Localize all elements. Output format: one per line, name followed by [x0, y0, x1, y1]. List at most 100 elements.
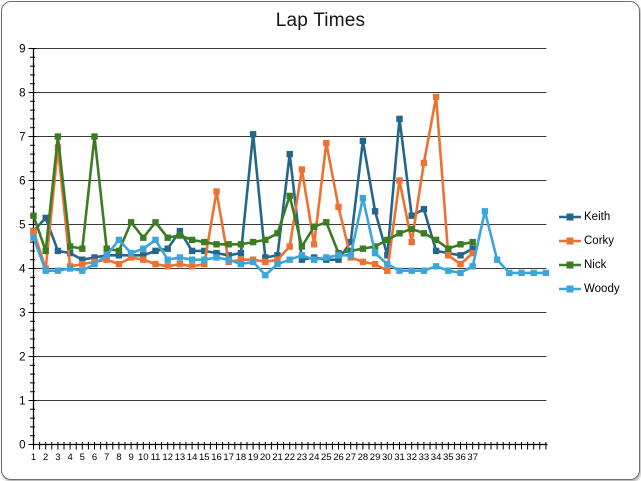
data-point-marker — [420, 159, 428, 167]
data-point-marker — [408, 225, 415, 233]
x-tick-label: 21 — [272, 452, 283, 463]
x-tick-label: 29 — [370, 452, 381, 463]
y-tick-label: 5 — [19, 220, 25, 232]
x-tick-label: 12 — [162, 452, 173, 463]
data-point-marker — [103, 256, 110, 263]
legend-item-nick: Nick — [558, 257, 620, 272]
chart-legend: Keith Corky Nick Woody — [558, 209, 620, 296]
data-point-marker — [225, 241, 232, 248]
data-point-marker — [432, 236, 440, 244]
x-tick-label: 7 — [104, 452, 109, 463]
y-tick-label: 9 — [19, 44, 25, 56]
data-point-marker — [249, 258, 257, 266]
legend-swatch-keith — [559, 213, 581, 220]
x-tick-label: 17 — [223, 452, 234, 463]
legend-swatch-corky — [559, 237, 581, 244]
data-point-marker — [79, 256, 86, 263]
data-point-marker — [457, 260, 464, 268]
data-point-marker — [66, 265, 74, 272]
series-corky — [30, 93, 476, 274]
data-point-marker — [164, 245, 171, 252]
data-point-marker — [262, 271, 269, 279]
legend-label-corky: Corky — [584, 234, 615, 247]
x-tick-label: 32 — [406, 452, 417, 463]
data-point-marker — [286, 150, 293, 158]
data-point-marker — [298, 256, 306, 263]
data-point-marker — [30, 227, 37, 235]
legend-item-woody: Woody — [558, 281, 620, 296]
x-tick-label: 30 — [382, 452, 393, 463]
y-tick-label: 7 — [19, 132, 25, 144]
data-point-marker — [152, 260, 159, 268]
data-point-marker — [140, 245, 147, 252]
x-tick-label: 14 — [187, 452, 198, 463]
data-point-marker — [371, 243, 379, 250]
data-point-marker — [237, 249, 245, 257]
x-tick-label: 15 — [199, 452, 210, 463]
legend-swatch-woody — [559, 285, 581, 292]
x-tick-label: 5 — [80, 452, 85, 463]
data-point-marker — [237, 260, 245, 268]
data-point-marker — [506, 269, 513, 277]
data-point-marker — [396, 115, 403, 123]
data-point-marker — [371, 260, 379, 268]
data-point-marker — [103, 252, 110, 259]
data-point-marker — [469, 249, 476, 257]
data-point-marker — [164, 263, 171, 270]
data-point-marker — [152, 219, 159, 226]
data-point-marker — [396, 267, 403, 274]
data-point-marker — [298, 243, 306, 250]
data-point-marker — [323, 139, 330, 147]
x-tick-label: 26 — [333, 452, 344, 463]
data-point-marker — [262, 258, 269, 266]
x-tick-label: 6 — [92, 452, 97, 463]
data-point-marker — [420, 230, 428, 237]
data-point-marker — [274, 260, 281, 268]
legend-marker — [566, 285, 574, 292]
data-point-marker — [335, 252, 342, 259]
x-tick-label: 31 — [394, 452, 405, 463]
data-point-marker — [408, 212, 415, 219]
y-tick-label: 0 — [19, 440, 25, 452]
x-tick-label: 4 — [67, 452, 72, 463]
data-point-marker — [176, 254, 184, 261]
x-axis-ticks: 1 2 3 4 5 6 7 8 9 10 11 12 13 14 15 16 17 18 19 20 21 22 23 24 2… — [31, 442, 547, 463]
x-tick-label: 8 — [116, 452, 121, 463]
data-point-marker — [66, 243, 74, 250]
data-point-marker — [262, 236, 269, 244]
data-point-marker — [384, 267, 391, 274]
data-point-marker — [493, 256, 501, 263]
data-point-marker — [115, 260, 123, 268]
data-point-marker — [30, 234, 37, 241]
legend-swatch-nick — [559, 261, 581, 268]
x-tick-label: 16 — [211, 452, 222, 463]
data-point-marker — [432, 247, 440, 255]
x-tick-label: 2 — [43, 452, 48, 463]
x-tick-label: 9 — [128, 452, 133, 463]
data-point-marker — [445, 245, 452, 252]
legend-marker — [566, 213, 574, 220]
data-point-marker — [237, 256, 245, 263]
data-point-marker — [408, 267, 415, 274]
data-point-marker — [79, 260, 86, 268]
data-point-marker — [201, 260, 208, 268]
data-point-marker — [249, 131, 257, 138]
legend-marker — [566, 237, 574, 244]
gridlines — [33, 48, 547, 401]
data-point-marker — [286, 192, 293, 200]
data-point-marker — [54, 133, 62, 140]
series-line-nick — [32, 135, 473, 255]
data-point-marker — [298, 166, 306, 173]
data-point-marker — [91, 260, 98, 268]
data-point-marker — [127, 254, 135, 261]
data-point-marker — [176, 232, 184, 239]
legend-label-nick: Nick — [584, 258, 607, 271]
data-point-marker — [188, 236, 196, 244]
y-tick-label: 8 — [19, 88, 25, 100]
data-point-marker — [42, 247, 49, 255]
x-tick-label: 11 — [151, 452, 161, 463]
x-tick-label: 23 — [297, 452, 308, 463]
data-point-marker — [469, 238, 476, 246]
